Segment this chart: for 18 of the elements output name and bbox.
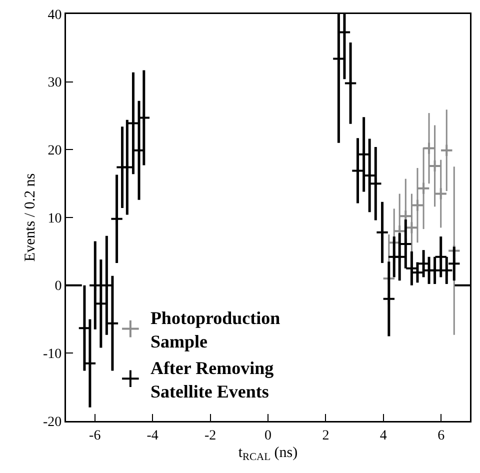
x-tick-label: -4 <box>146 428 158 444</box>
x-tick-label: 6 <box>438 428 445 444</box>
y-tick-label: -10 <box>43 347 62 362</box>
y-tick-label: 20 <box>48 144 62 159</box>
y-axis-title: Events / 0.2 ns <box>22 173 39 262</box>
y-tick-label: 0 <box>54 279 62 294</box>
y-tick-label: 40 <box>48 8 62 23</box>
x-tick-label: 2 <box>322 428 330 444</box>
x-tick-label: 0 <box>264 428 272 444</box>
legend-label: Photoproduction Sample <box>150 308 280 352</box>
x-tick-label: -2 <box>204 428 216 444</box>
legend-label: After Removing Satellite Events <box>150 358 274 402</box>
y-tick-label: -20 <box>43 414 62 430</box>
x-tick-label: -6 <box>89 428 101 444</box>
x-axis-title: t$_{RCAL}$ (ns) <box>238 445 298 464</box>
x-tick-label: 4 <box>380 428 387 444</box>
y-tick-label: 10 <box>48 211 62 226</box>
y-tick-label: 30 <box>48 76 62 91</box>
